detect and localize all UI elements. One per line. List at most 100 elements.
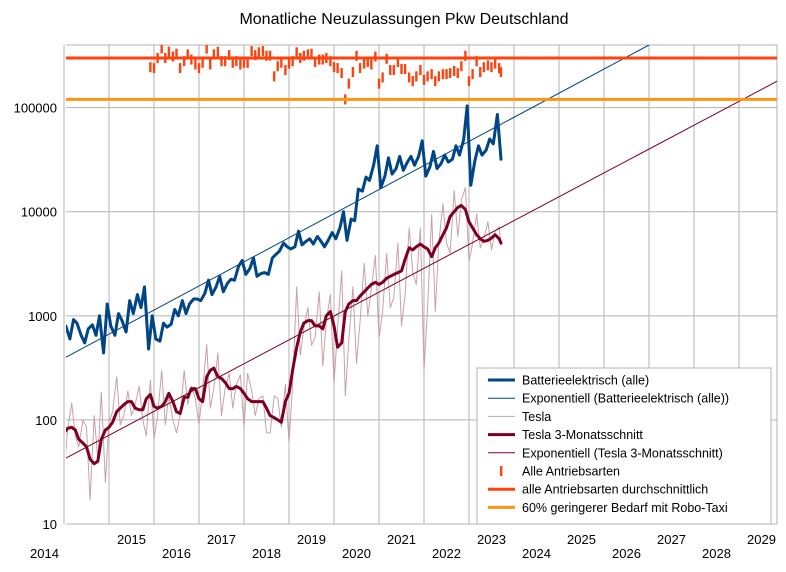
all-drivetrains-point [250,46,253,57]
all-drivetrains-point [197,63,201,74]
all-drivetrains-point [411,76,414,87]
all-drivetrains-point [490,62,493,73]
all-drivetrains-point [422,74,426,85]
all-drivetrains-point [306,49,310,60]
all-drivetrains-point [366,56,369,67]
all-drivetrains-point [340,68,343,79]
all-drivetrains-point [448,68,452,79]
x-tick-label: 2019 [297,532,326,547]
all-drivetrains-point [464,50,467,61]
all-drivetrains-point [254,50,257,61]
legend-label-0: Batterieelektrisch (alle) [522,374,649,388]
all-drivetrains-point [445,69,448,80]
all-drivetrains-point [310,48,313,59]
all-drivetrains-point [336,63,339,74]
all-drivetrains-point [377,78,381,89]
legend-label-7: 60% geringerer Bedarf mit Robo-Taxi [522,501,728,515]
all-drivetrains-point [482,62,486,73]
x-tick-label: 2018 [252,546,281,561]
all-drivetrains-point [456,68,459,79]
all-drivetrains-point [434,76,437,87]
legend-label-2: Tesla [522,410,551,424]
x-tick-label: 2015 [117,532,146,547]
all-drivetrains-point [347,78,351,89]
all-drivetrains-point [231,57,234,68]
all-drivetrains-point [272,71,276,82]
y-tick-label: 100 [35,413,57,428]
all-drivetrains-point [194,59,197,70]
y-tick-label: 10 [43,517,57,532]
all-drivetrains-point [426,71,429,82]
y-tick-label: 1000 [28,309,57,324]
all-drivetrains-point [396,56,400,67]
all-drivetrains-point [362,58,366,69]
all-drivetrains-point [167,46,171,57]
all-drivetrains-point [220,56,223,67]
all-drivetrains-point [190,54,193,65]
all-drivetrains-point [317,54,321,65]
all-drivetrains-point [313,56,317,67]
all-drivetrains-point [246,57,249,68]
all-drivetrains-point [280,57,283,68]
all-drivetrains-point [499,67,503,78]
all-drivetrains-point [437,71,441,82]
series-line-1 [66,45,650,358]
all-drivetrains-point [460,61,463,72]
all-drivetrains-point [302,50,306,61]
all-drivetrains-point [276,61,279,72]
all-drivetrains-point [149,62,152,73]
all-drivetrains-point [287,58,291,69]
all-drivetrains-point [389,65,392,76]
all-drivetrains-point [291,56,294,67]
all-drivetrains-point [419,65,422,76]
x-tick-label: 2029 [747,532,776,547]
all-drivetrains-point [430,69,433,80]
x-tick-label: 2023 [477,532,506,547]
legend-box [476,367,772,525]
all-drivetrains-point [295,47,298,58]
legend-label-6: alle Antriebsarten durchschnittlich [522,483,708,497]
all-drivetrains-point [355,50,358,61]
legend-label-4: Exponentiell (Tesla 3-Monatsschnitt) [522,446,723,460]
x-tick-label: 2022 [432,546,461,561]
legend-label-3: Tesla 3-Monatsschnitt [522,428,643,442]
all-drivetrains-point [227,50,231,61]
y-tick-label: 10000 [21,205,57,220]
all-drivetrains-point [212,49,216,60]
all-drivetrains-point [182,56,186,67]
all-drivetrains-point [205,45,208,54]
all-drivetrains-point [486,60,490,71]
all-drivetrains-point [321,54,324,65]
legend-label-1: Exponentiell (Batterieelektrisch (alle)) [522,392,729,406]
all-drivetrains-point [370,59,373,70]
all-drivetrains-point [452,66,456,77]
series-line-0 [66,104,503,355]
all-drivetrains-point [284,65,287,76]
all-drivetrains-point [175,48,178,59]
axes: 10 100 1000 10000 100000 2014 2015 2016 2017 2018… [14,101,776,561]
all-drivetrains-point [471,69,474,80]
all-drivetrains-point [441,69,445,80]
all-drivetrains-point [392,65,396,76]
all-drivetrains-point [160,45,163,54]
all-drivetrains-point [400,64,403,75]
legend: Batterieelektrisch (alle) Exponentiell (B… [476,367,772,525]
all-drivetrains-point [351,67,355,78]
x-tick-label: 2025 [567,532,596,547]
x-tick-label: 2017 [207,532,236,547]
all-drivetrains-point [497,63,501,74]
all-drivetrains-point [467,76,471,87]
y-tick-label: 100000 [14,101,57,116]
x-tick-label: 2026 [612,546,641,561]
all-drivetrains-point [186,49,189,60]
all-drivetrains-point [415,71,418,82]
x-tick-label: 2028 [702,546,731,561]
all-drivetrains-point [493,58,497,69]
all-drivetrains-point [265,50,268,61]
all-drivetrains-point [223,56,227,67]
all-drivetrains-point [403,64,407,75]
x-tick-label: 2014 [30,546,59,561]
all-drivetrains-point [475,56,478,67]
x-tick-label: 2020 [342,546,371,561]
